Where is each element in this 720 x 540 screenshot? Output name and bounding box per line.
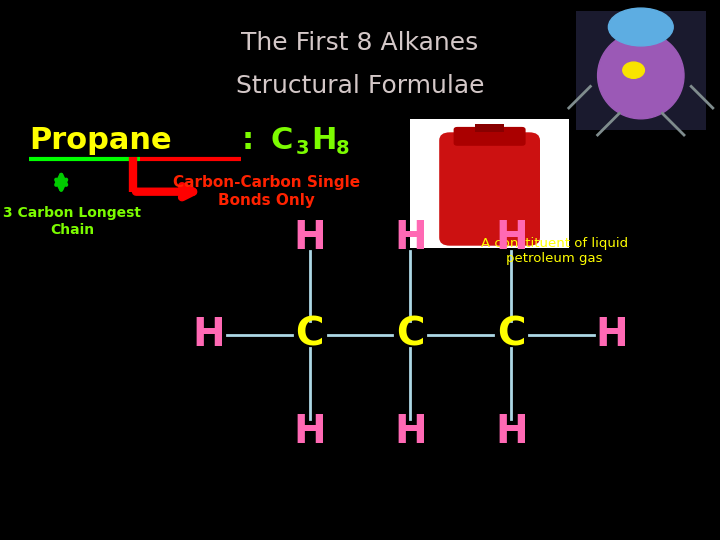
Text: 3 Carbon Longest
Chain: 3 Carbon Longest Chain <box>3 206 141 237</box>
Text: The First 8 Alkanes: The First 8 Alkanes <box>241 31 479 55</box>
Text: Structural Formulae: Structural Formulae <box>235 75 485 98</box>
Ellipse shape <box>598 32 684 119</box>
Text: H: H <box>311 126 336 155</box>
Text: H: H <box>293 219 326 256</box>
Text: C: C <box>295 316 324 354</box>
Text: C: C <box>270 126 292 155</box>
Text: H: H <box>192 316 225 354</box>
Text: C: C <box>396 316 425 354</box>
Text: H: H <box>495 413 528 451</box>
Text: Propane: Propane <box>29 126 171 155</box>
FancyBboxPatch shape <box>576 11 706 130</box>
Text: H: H <box>495 219 528 256</box>
FancyBboxPatch shape <box>454 127 526 146</box>
FancyBboxPatch shape <box>410 119 569 248</box>
Text: A constituent of liquid
petroleum gas: A constituent of liquid petroleum gas <box>481 237 628 265</box>
Text: :: : <box>241 126 253 155</box>
Text: 3: 3 <box>295 139 309 158</box>
Text: C: C <box>497 316 526 354</box>
Text: Carbon-Carbon Single
Bonds Only: Carbon-Carbon Single Bonds Only <box>173 176 360 208</box>
Text: 8: 8 <box>336 139 350 158</box>
Text: H: H <box>394 413 427 451</box>
Ellipse shape <box>608 8 673 46</box>
Circle shape <box>623 62 644 78</box>
FancyBboxPatch shape <box>475 124 504 132</box>
Text: H: H <box>394 219 427 256</box>
Text: H: H <box>293 413 326 451</box>
Text: H: H <box>595 316 629 354</box>
FancyBboxPatch shape <box>439 132 540 246</box>
